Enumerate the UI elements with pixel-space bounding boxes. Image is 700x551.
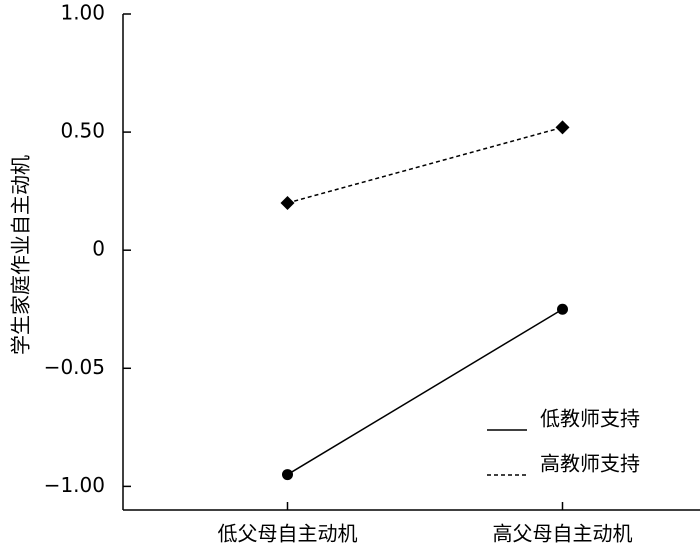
marker xyxy=(280,195,295,210)
y-tick-label: 0.50 xyxy=(60,119,105,143)
legend-label: 高教师支持 xyxy=(540,452,640,476)
series-line xyxy=(287,308,563,476)
series-line xyxy=(287,126,563,204)
y-tick-label: −1.00 xyxy=(44,473,105,497)
y-tick-label: 0 xyxy=(92,237,105,261)
x-tick-label: 低父母自主动机 xyxy=(218,522,358,546)
x-tick-label: 高父母自主动机 xyxy=(493,522,633,546)
y-tick-label: 1.00 xyxy=(60,1,105,25)
marker xyxy=(555,120,570,135)
marker xyxy=(557,303,568,315)
marker xyxy=(282,469,293,481)
y-tick-label: −0.05 xyxy=(44,355,105,379)
legend-label: 低教师支持 xyxy=(540,407,640,431)
y-axis-title: 学生家庭作业自主动机 xyxy=(9,155,33,355)
